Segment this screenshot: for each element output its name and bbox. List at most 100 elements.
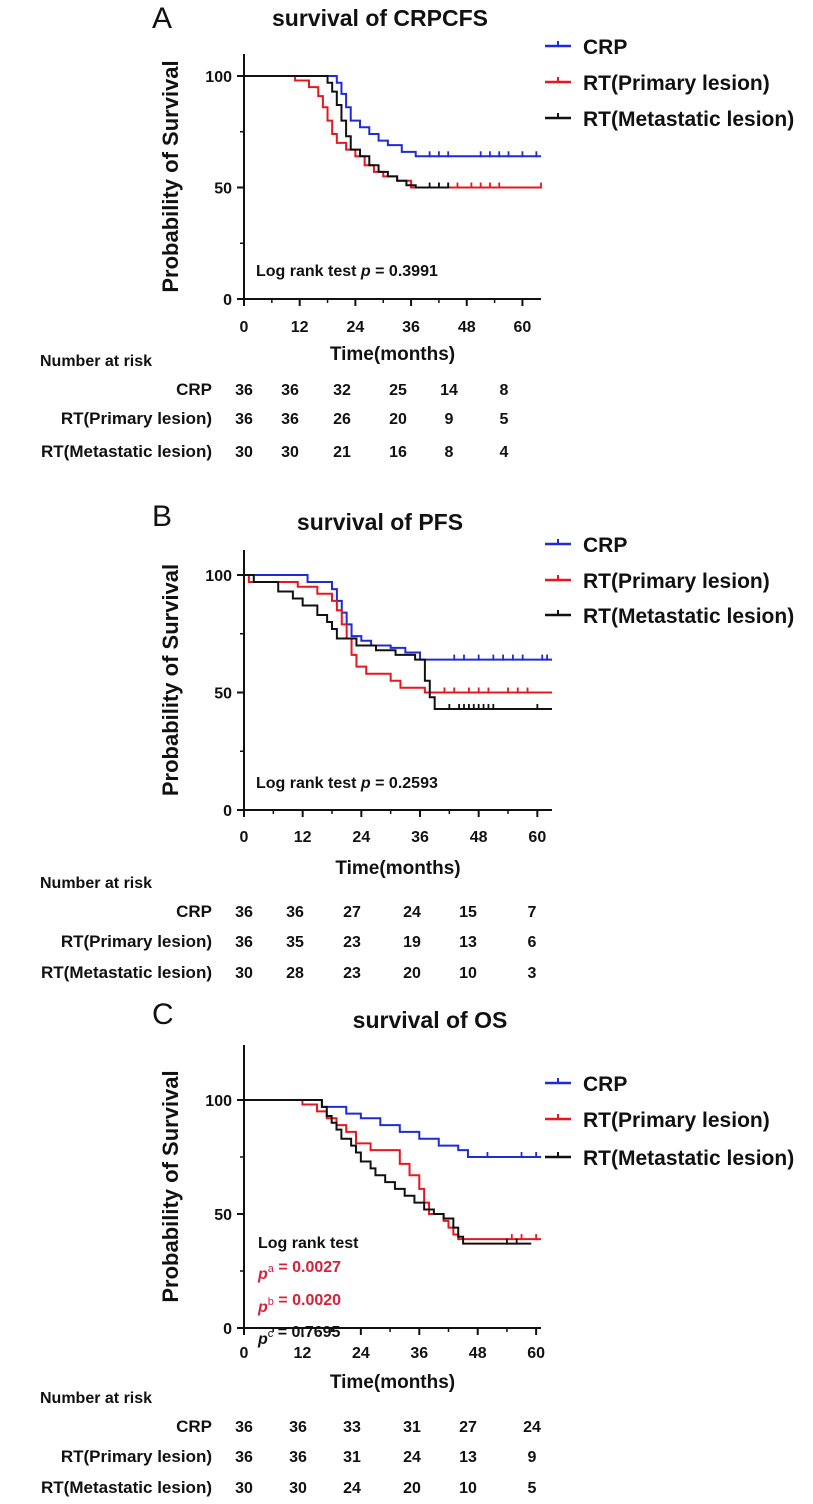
risk-value: 20 [403,1480,421,1497]
legend-item-rt-metastatic-lesion: RT(Metastatic lesion) [545,605,794,628]
risk-value: 36 [235,904,253,921]
x-axis-label: Time(months) [330,1372,455,1393]
risk-value: 8 [500,382,509,399]
risk-row-label: RT(Primary lesion) [61,409,212,428]
survival-curve-rt-primary-lesion [244,75,541,189]
risk-value: 24 [403,904,421,921]
risk-value: 5 [500,411,509,428]
risk-value: 20 [389,411,407,428]
risk-value: 13 [459,934,477,951]
risk-row-label: RT(Primary lesion) [61,932,212,951]
risk-row-label: CRP [176,380,212,399]
legend-label: RT(Metastatic lesion) [583,605,794,628]
risk-value: 36 [235,411,253,428]
risk-value: 14 [440,382,458,399]
risk-value: 36 [289,1419,307,1436]
annotation-segment: = 0.2593 [371,775,438,792]
risk-value: 25 [389,382,407,399]
y-tick-label: 50 [214,1207,232,1224]
x-tick-label: 24 [352,829,370,846]
legend-item-crp: CRP [545,534,627,557]
panel-letter: C [152,998,174,1031]
legend-item-rt-metastatic-lesion: RT(Metastatic lesion) [545,108,794,131]
legend-item-rt-primary-lesion: RT(Primary lesion) [545,72,770,95]
y-tick-label: 100 [205,568,232,585]
risk-table-title: Number at risk [40,353,152,370]
risk-row-crp: CRP 36 36 33 31 27 24 [176,1417,541,1436]
log-rank-annotation-line: Log rank test [258,1235,359,1252]
panel-letter: A [152,2,172,35]
y-tick-label: 0 [223,803,232,820]
x-tick-label: 12 [291,319,309,336]
risk-value: 27 [459,1419,477,1436]
risk-value: 3 [528,965,537,982]
annotation-segment: p [360,263,371,280]
survival-curve-crp [244,574,552,661]
risk-value: 31 [403,1419,421,1436]
survival-curve-crp [244,75,541,158]
legend-label: RT(Primary lesion) [583,72,770,95]
risk-value: 10 [459,965,477,982]
risk-row-label: RT(Metastatic lesion) [41,442,212,461]
risk-row-rt-metastatic-lesion: RT(Metastatic lesion) 30 30 21 16 8 4 [41,442,509,461]
risk-value: 20 [403,965,421,982]
legend-item-crp: CRP [545,1073,627,1096]
chart-title: survival of CRPCFS [272,5,488,31]
risk-value: 24 [523,1419,541,1436]
risk-table-title: Number at risk [40,1390,152,1407]
risk-value: 30 [289,1480,307,1497]
risk-row-crp: CRP 36 36 27 24 15 7 [176,902,536,921]
risk-row-crp: CRP 36 36 32 25 14 8 [176,380,508,399]
y-tick-label: 0 [223,292,232,309]
risk-value: 4 [500,444,509,461]
survival-curve-rt-metastatic-lesion [244,1099,532,1245]
risk-value: 19 [403,934,421,951]
risk-value: 36 [235,934,253,951]
risk-row-rt-primary-lesion: RT(Primary lesion) 36 35 23 19 13 6 [61,932,537,951]
risk-row-label: RT(Metastatic lesion) [41,1478,212,1497]
risk-value: 30 [281,444,299,461]
x-tick-label: 48 [458,319,476,336]
risk-value: 30 [235,965,253,982]
x-tick-label: 60 [514,319,532,336]
risk-row-rt-primary-lesion: RT(Primary lesion) 36 36 31 24 13 9 [61,1447,537,1466]
legend-label: CRP [583,36,627,59]
y-tick-label: 0 [223,1321,232,1338]
x-tick-label: 0 [240,319,249,336]
legend-item-rt-primary-lesion: RT(Primary lesion) [545,570,770,593]
risk-value: 8 [445,444,454,461]
x-tick-label: 0 [240,829,249,846]
annotation-superscript: b [268,1296,274,1308]
x-tick-label: 12 [294,1345,312,1362]
risk-value: 23 [343,934,361,951]
annotation-segment: p [257,1266,268,1283]
x-tick-label: 48 [470,829,488,846]
risk-value: 31 [343,1449,361,1466]
x-tick-label: 36 [410,1345,428,1362]
legend-item-rt-primary-lesion: RT(Primary lesion) [545,1109,770,1132]
risk-value: 36 [281,382,299,399]
y-tick-label: 50 [214,686,232,703]
survival-curve-rt-metastatic-lesion [244,75,449,189]
annotation-segment: p [257,1299,268,1316]
survival-curve-rt-metastatic-lesion [244,574,552,710]
x-tick-label: 60 [528,829,546,846]
legend-label: CRP [583,1073,627,1096]
risk-row-rt-metastatic-lesion: RT(Metastatic lesion) 30 28 23 20 10 3 [41,963,537,982]
log-rank-annotation: Log rank test p = 0.3991 [256,263,438,280]
annotation-segment: = 0.0020 [274,1292,341,1309]
annotation-segment: = 0.0027 [274,1259,341,1276]
survival-curve-rt-primary-lesion [244,1099,541,1241]
legend-label: RT(Metastatic lesion) [583,108,794,131]
log-rank-annotation-line: pb = 0.0020 [257,1292,341,1316]
x-tick-label: 24 [346,319,364,336]
log-rank-annotation-line: pa = 0.0027 [257,1259,341,1283]
survival-curve-crp [244,1099,541,1158]
risk-value: 36 [235,382,253,399]
x-tick-label: 36 [402,319,420,336]
y-tick-label: 100 [205,1093,232,1110]
